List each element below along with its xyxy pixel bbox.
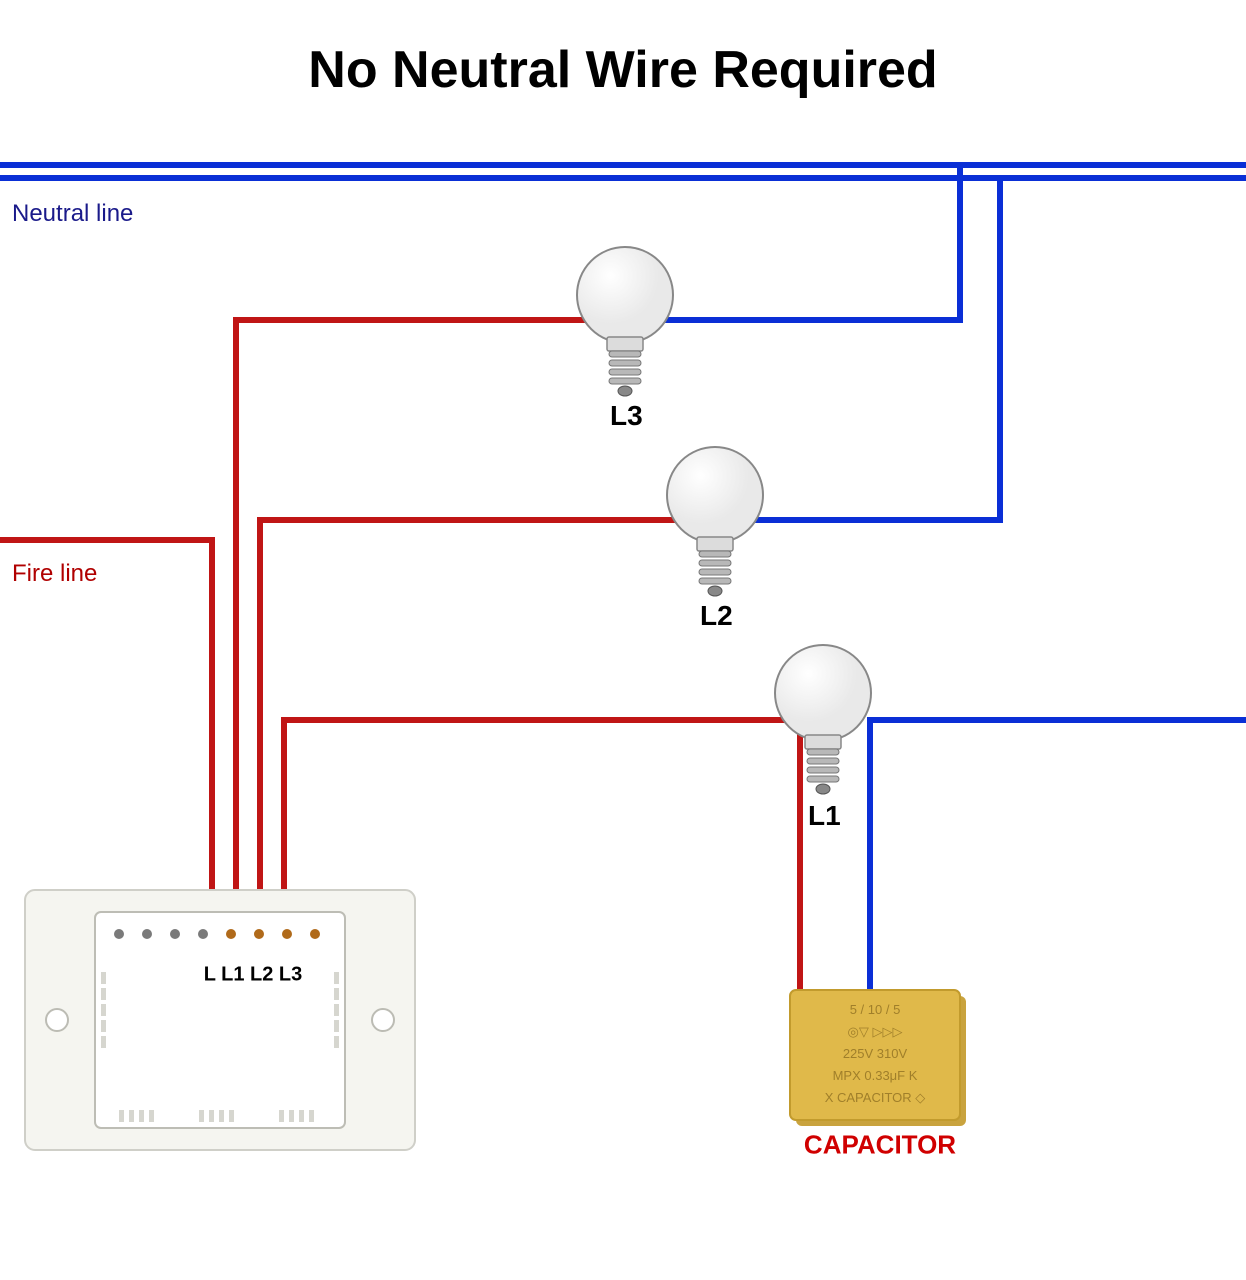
svg-text:◎▽ ▷▷▷: ◎▽ ▷▷▷ — [848, 1024, 903, 1039]
wiring-svg: 5 / 10 / 5 ◎▽ ▷▷▷ 225V 310V MPX 0.33μF K X C… — [0, 0, 1246, 1280]
diagram-stage: 5 / 10 / 5 ◎▽ ▷▷▷ 225V 310V MPX 0.33μF K X C… — [0, 0, 1246, 1280]
neutral-line-label: Neutral line — [12, 200, 133, 228]
svg-text:MPX 0.33μF K: MPX 0.33μF K — [833, 1068, 918, 1083]
title: No Neutral Wire Required — [308, 40, 937, 100]
svg-text:225V 310V: 225V 310V — [843, 1046, 908, 1061]
fire-line-label: Fire line — [12, 560, 97, 588]
l3-label: L3 — [610, 400, 643, 432]
svg-text:5 / 10 / 5: 5 / 10 / 5 — [850, 1002, 901, 1017]
l1-label: L1 — [808, 800, 841, 832]
l2-label: L2 — [700, 600, 733, 632]
terminal-labels: L L1 L2 L3 — [204, 964, 303, 987]
svg-text:X CAPACITOR ◇: X CAPACITOR ◇ — [825, 1090, 926, 1105]
capacitor-label: CAPACITOR — [804, 1130, 956, 1161]
